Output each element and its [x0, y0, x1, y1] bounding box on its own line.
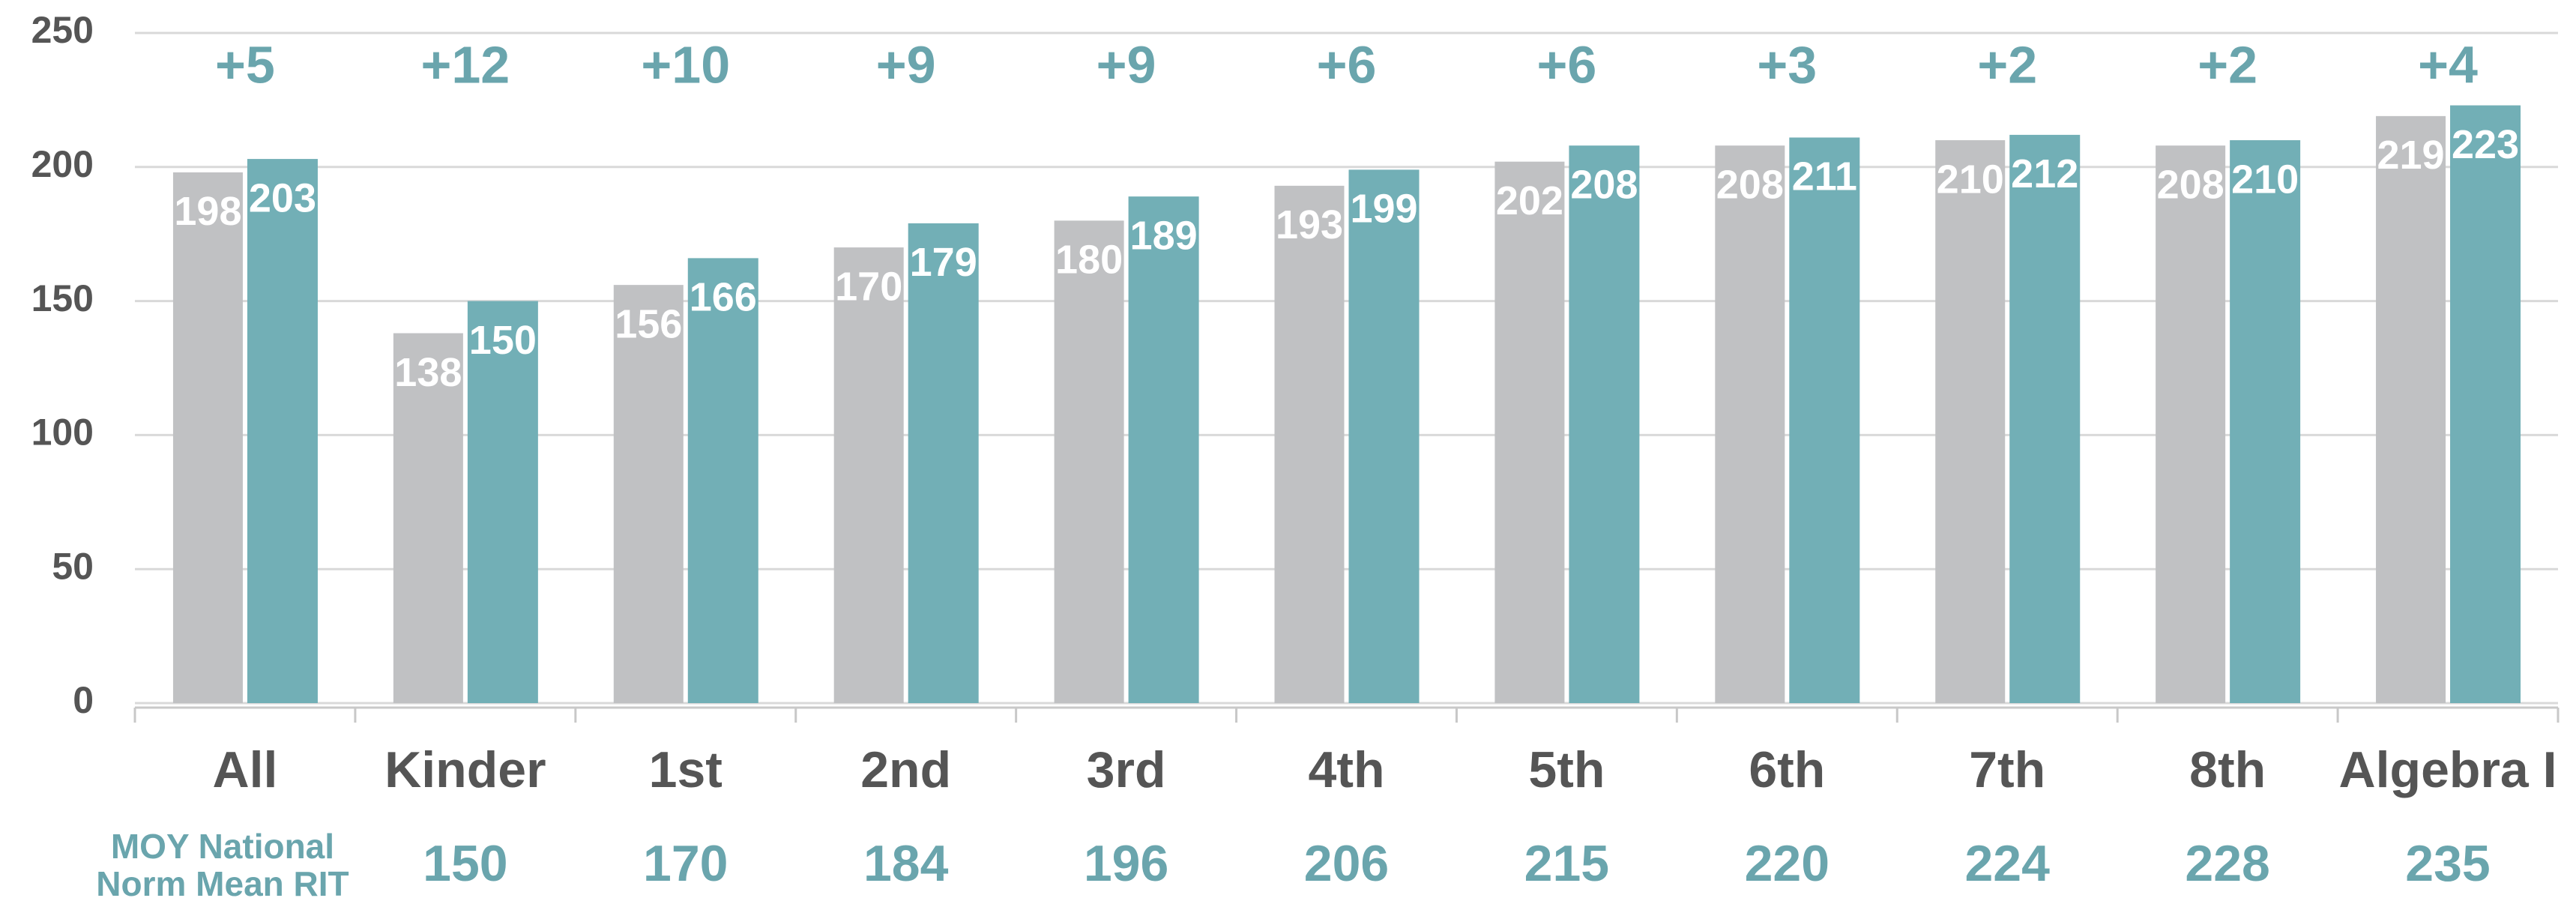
value-label: 180 — [1055, 238, 1123, 283]
x-tick-label: All — [213, 741, 278, 798]
difference-label: +2 — [2198, 35, 2257, 94]
x-tick-label: 6th — [1749, 741, 1825, 798]
bar — [2376, 115, 2446, 703]
bar — [2009, 134, 2081, 703]
bar — [467, 301, 538, 704]
value-label: 210 — [2231, 157, 2299, 202]
x-tick-label: 7th — [1969, 741, 2045, 798]
value-label: 202 — [1496, 178, 1563, 223]
difference-label: +5 — [215, 35, 275, 94]
bar — [908, 223, 979, 703]
bar — [1715, 145, 1785, 703]
x-tick-label: 1st — [649, 741, 723, 798]
bar — [1128, 196, 1199, 703]
value-label: 203 — [249, 175, 316, 220]
norm-value: 228 — [2185, 835, 2269, 892]
difference-label: +12 — [420, 35, 510, 94]
x-tick-label: Kinder — [384, 741, 546, 798]
value-label: 212 — [2011, 151, 2078, 196]
value-label: 211 — [1792, 154, 1857, 199]
bar — [1054, 220, 1124, 703]
value-label: 199 — [1350, 187, 1417, 232]
value-label: 208 — [1570, 162, 1638, 207]
difference-label: +10 — [641, 35, 730, 94]
bar — [2156, 145, 2226, 703]
bar — [613, 285, 684, 703]
bar — [1274, 185, 1345, 703]
y-tick-label: 0 — [73, 679, 94, 721]
bar — [172, 172, 243, 703]
value-label: 179 — [910, 240, 977, 285]
difference-label: +3 — [1757, 35, 1817, 94]
bar — [1789, 137, 1860, 704]
value-label: 166 — [690, 275, 757, 320]
bar — [2450, 105, 2521, 703]
difference-label: +4 — [2418, 35, 2478, 94]
y-tick-label: 50 — [52, 545, 94, 587]
value-label: 156 — [615, 301, 682, 346]
y-tick-label: 100 — [31, 412, 94, 453]
y-tick-label: 250 — [31, 9, 94, 51]
x-tick-label: 2nd — [860, 741, 951, 798]
value-label: 219 — [2377, 133, 2444, 178]
x-tick-label: 5th — [1528, 741, 1605, 798]
bar — [687, 258, 758, 703]
norm-value: 170 — [643, 835, 728, 892]
value-label: 150 — [469, 318, 537, 363]
bar — [1569, 145, 1640, 703]
bar — [2230, 140, 2301, 704]
norm-value: 196 — [1084, 835, 1168, 892]
value-label: 208 — [2157, 162, 2224, 207]
value-label: 223 — [2452, 122, 2519, 167]
x-tick-label: 4th — [1309, 741, 1385, 798]
value-label: 210 — [1937, 157, 2004, 202]
y-tick-label: 150 — [31, 277, 94, 319]
bar — [833, 247, 904, 704]
bar — [1935, 140, 2006, 704]
norm-value: 150 — [423, 835, 507, 892]
value-label: 170 — [835, 264, 902, 309]
norm-value: 224 — [1964, 835, 2050, 892]
value-label: 193 — [1276, 202, 1343, 247]
x-tick-label: 3rd — [1087, 741, 1166, 798]
value-label: 198 — [174, 189, 241, 234]
norm-value: 184 — [863, 835, 949, 892]
value-label: 189 — [1130, 213, 1198, 258]
difference-label: +6 — [1317, 35, 1377, 94]
value-label: 138 — [394, 350, 462, 395]
difference-label: +9 — [1097, 35, 1156, 94]
norm-value: 215 — [1524, 835, 1609, 892]
norm-value: 220 — [1745, 835, 1830, 892]
norm-label: MOY National — [111, 827, 334, 866]
x-tick-label: 8th — [2189, 741, 2266, 798]
bar — [1494, 161, 1565, 703]
norm-value: 235 — [2405, 835, 2490, 892]
y-tick-label: 200 — [31, 143, 94, 185]
norm-label: Norm Mean RIT — [96, 864, 349, 901]
bar — [1348, 169, 1420, 704]
norm-value: 206 — [1304, 835, 1389, 892]
x-tick-label: Algebra I — [2339, 741, 2557, 798]
bar — [247, 159, 318, 703]
difference-label: +2 — [1977, 35, 2037, 94]
difference-label: +6 — [1537, 35, 1597, 94]
difference-label: +9 — [876, 35, 936, 94]
bar — [393, 333, 463, 703]
value-label: 208 — [1716, 162, 1784, 207]
